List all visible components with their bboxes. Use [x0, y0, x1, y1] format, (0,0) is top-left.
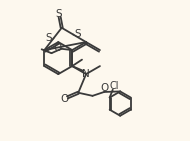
Text: O: O	[101, 83, 109, 93]
Text: S: S	[46, 33, 52, 43]
Text: O: O	[54, 43, 62, 53]
Text: S: S	[74, 29, 81, 39]
Text: O: O	[60, 94, 68, 104]
Text: Cl: Cl	[109, 81, 119, 91]
Text: N: N	[82, 69, 89, 79]
Text: S: S	[56, 9, 62, 19]
